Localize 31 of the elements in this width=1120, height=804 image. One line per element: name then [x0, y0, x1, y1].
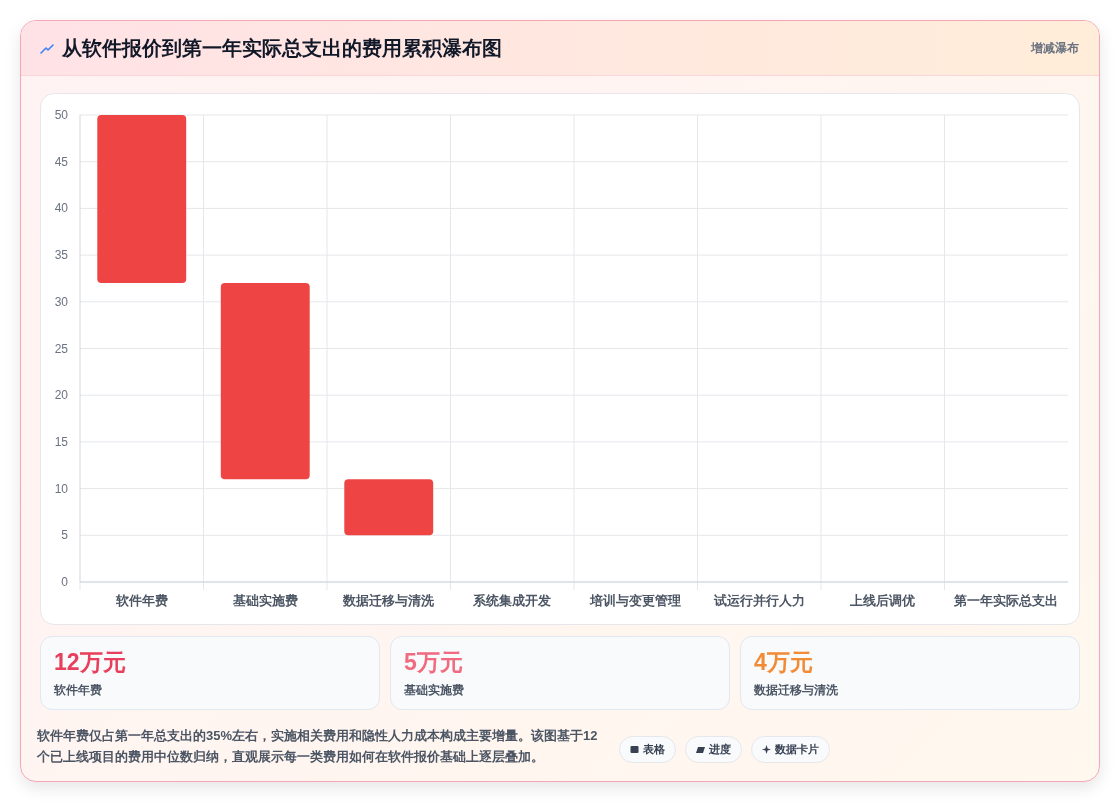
x-tick-label: 上线后调优 [849, 593, 916, 608]
y-tick-label: 35 [54, 248, 69, 263]
y-tick-label: 0 [61, 575, 69, 589]
text: 数据迁移与清洗 [754, 682, 838, 698]
text: 5万元 [404, 648, 463, 677]
text: 软件年费仅占第一年总支出的35%左右，实施相关费用和隐性人力成本构成主要增量。该图基于12个已上线项目的费用中位数归纳，直观展示每一类费用如何在软件报价基础上逐层叠加。 [37, 727, 599, 766]
x-tick-label: 数据迁移与清洗 [342, 593, 436, 608]
text: 表格 [643, 742, 665, 757]
x-tick-label: 基础实施费 [231, 593, 298, 608]
x-tick-label: 试运行并行人力 [712, 593, 805, 608]
y-tick-label: 25 [54, 341, 69, 356]
text: 进度 [709, 742, 731, 757]
y-tick-label: 15 [54, 434, 69, 449]
y-tick-label: 20 [54, 388, 69, 403]
y-tick-label: 45 [54, 154, 69, 169]
y-tick-label: 10 [54, 481, 69, 496]
text: 基础实施费 [404, 682, 464, 698]
x-tick-label: 系统集成开发 [472, 593, 552, 608]
y-tick-label: 40 [54, 201, 69, 216]
text: 软件年费 [54, 682, 102, 698]
text: 12万元 [54, 648, 126, 677]
y-tick-label: 50 [54, 108, 69, 122]
x-tick-label: 软件年费 [114, 593, 168, 608]
chart-subtitle: 增减瀑布 [1031, 40, 1079, 56]
x-tick-label: 第一年实际总支出 [953, 593, 1059, 608]
y-tick-label: 5 [61, 528, 69, 543]
y-tick-label: 30 [54, 294, 69, 309]
text: 4万元 [754, 648, 813, 677]
x-tick-label: 培训与变更管理 [589, 593, 682, 608]
text: 数据卡片 [775, 742, 819, 757]
chart-title: 从软件报价到第一年实际总支出的费用累积瀑布图 [62, 36, 502, 61]
